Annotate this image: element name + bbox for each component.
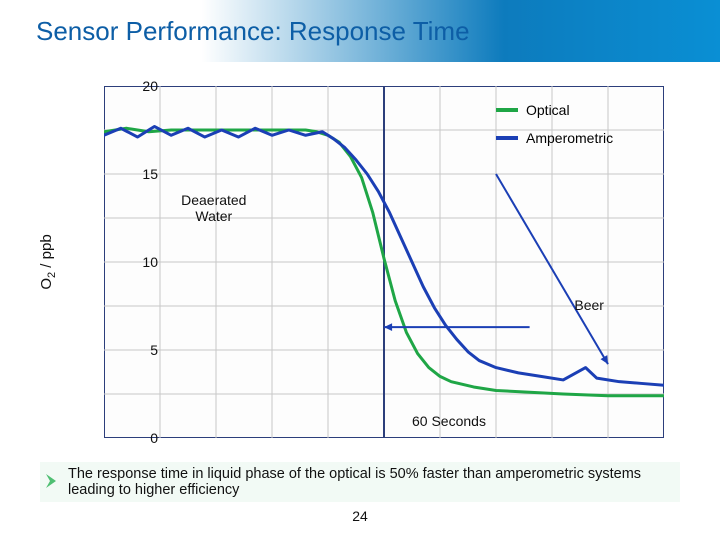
- y-tick-label: 10: [68, 254, 158, 270]
- page-title: Sensor Performance: Response Time: [0, 16, 470, 47]
- caption-marker-icon: [46, 474, 60, 488]
- caption-text: The response time in liquid phase of the…: [68, 466, 680, 498]
- y-tick-label: 5: [68, 342, 158, 358]
- legend-swatch: [496, 136, 518, 140]
- page-number: 24: [0, 508, 720, 524]
- chart-annotation: 60 Seconds: [412, 413, 486, 430]
- title-bar: Sensor Performance: Response Time: [0, 0, 720, 62]
- y-tick-label: 20: [68, 78, 158, 94]
- y-axis-label: O2 / ppb: [38, 234, 58, 289]
- legend-label: Amperometric: [526, 130, 613, 146]
- y-tick-label: 15: [68, 166, 158, 182]
- legend-label: Optical: [526, 102, 570, 118]
- chart: O2 / ppb 05101520DeaeratedWaterBeer60 Se…: [60, 78, 680, 446]
- legend-item: Amperometric: [496, 130, 613, 146]
- caption-box: The response time in liquid phase of the…: [40, 462, 680, 502]
- y-tick-label: 0: [68, 430, 158, 446]
- legend-swatch: [496, 108, 518, 112]
- legend-item: Optical: [496, 102, 570, 118]
- chart-annotation: Beer: [574, 297, 604, 314]
- deaerated-water-label: DeaeratedWater: [169, 192, 259, 226]
